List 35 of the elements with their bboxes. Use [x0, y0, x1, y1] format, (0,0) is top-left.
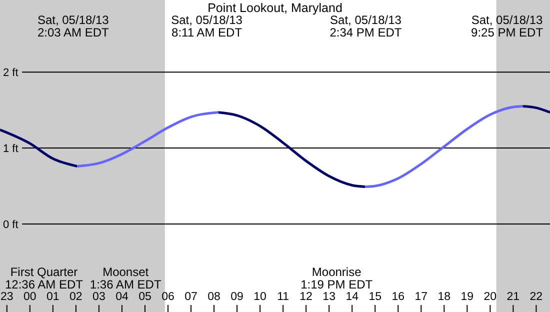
x-tick-label: 10	[254, 291, 266, 303]
x-tick-label: 03	[92, 291, 106, 303]
y-tick-label: 2 ft	[3, 67, 18, 80]
x-tick-label: 21	[506, 291, 520, 303]
x-tick-label: 00	[24, 291, 36, 303]
annotation: First Quarter 12:36 AM EDT	[4, 265, 84, 292]
x-tick-label: 13	[322, 291, 336, 303]
x-tick-label: 16	[392, 291, 405, 303]
x-tick-label: 04	[116, 291, 129, 303]
x-tick-label: 05	[138, 291, 152, 303]
x-tick-label: 01	[46, 291, 60, 303]
x-tick-label: 22	[530, 291, 543, 303]
x-tick-label: 02	[70, 291, 82, 303]
x-tick-label: 08	[208, 291, 220, 303]
x-tick-label: 14	[346, 291, 360, 303]
annotation: Moonset 1:36 AM EDT	[90, 265, 162, 292]
x-tick-label: 11	[277, 291, 290, 303]
x-tick-label: 18	[438, 291, 451, 303]
x-tick-label: 09	[230, 291, 244, 303]
annotation: Sat, 05/18/13 8:11 AM EDT	[171, 13, 243, 40]
x-tick-label: 19	[460, 291, 474, 303]
x-tick-label: 15	[368, 291, 382, 303]
x-tick-label: 17	[414, 291, 428, 303]
x-tick-label: 06	[162, 291, 174, 303]
annotation: Sat, 05/18/13 2:34 PM EDT	[330, 13, 402, 40]
chart-title: Point Lookout, Maryland	[208, 1, 342, 15]
x-tick-label: 20	[484, 291, 497, 303]
annotation: Moonrise 1:19 PM EDT	[300, 265, 374, 292]
y-tick-label: 1 ft	[3, 143, 18, 156]
x-tick-label: 07	[184, 291, 198, 303]
x-tick-label: 12	[300, 291, 312, 303]
annotation: Sat, 05/18/13 9:25 PM EDT	[471, 13, 544, 40]
annotation: Sat, 05/18/13 2:03 AM EDT	[37, 13, 110, 40]
y-tick-label: 0 ft	[3, 218, 18, 231]
x-tick-label: 23	[0, 291, 14, 303]
